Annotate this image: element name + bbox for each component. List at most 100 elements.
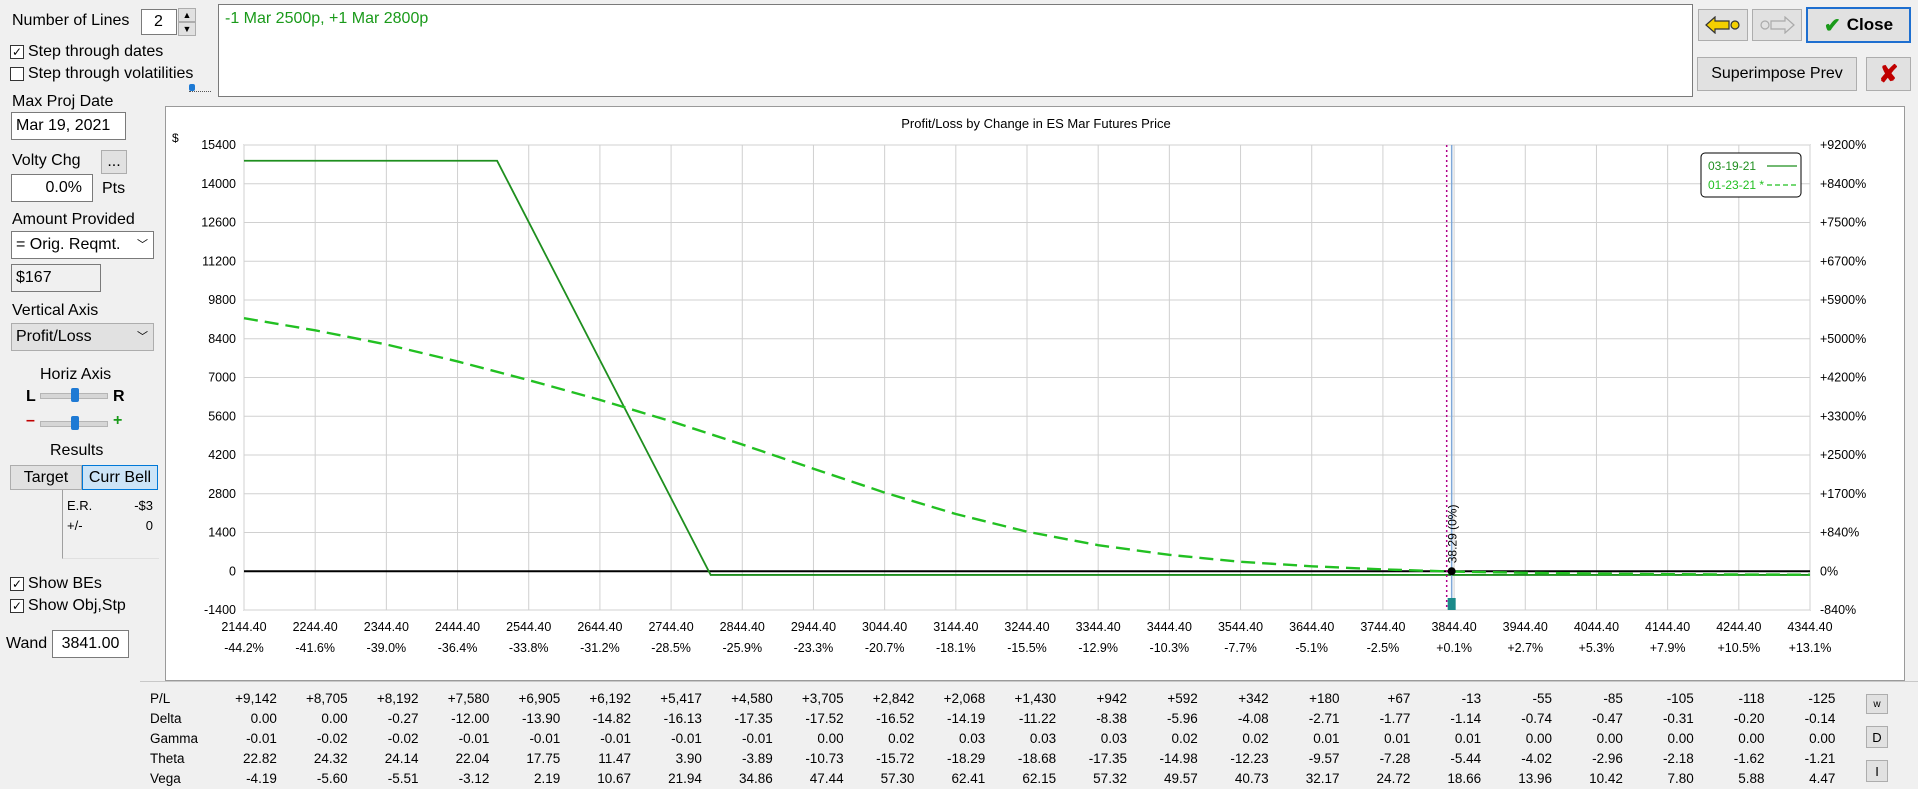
table-cell: 3.90 (631, 748, 702, 768)
wand-input[interactable]: 3841.00 (52, 630, 129, 658)
x-tick-label: 2544.40 (506, 620, 551, 634)
x-pct-label: +2.7% (1507, 641, 1543, 655)
table-cell: +6,905 (489, 688, 560, 708)
table-cell: 2.19 (489, 768, 560, 788)
max-proj-date-input[interactable]: Mar 19, 2021 (11, 112, 126, 140)
x-pct-label: -10.3% (1150, 641, 1190, 655)
row-label: Vega (150, 768, 206, 788)
y-tick-label: 4200 (208, 448, 236, 462)
table-cell: 0.03 (1056, 728, 1127, 748)
tab-curr-bell[interactable]: Curr Bell (82, 465, 158, 490)
right-tick-label: +5900% (1820, 293, 1866, 307)
table-cell: -14.98 (1127, 748, 1198, 768)
right-ticks: +9200%+8400%+7500%+6700%+5900%+5000%+420… (1820, 138, 1866, 617)
side-button-i[interactable]: I (1866, 760, 1888, 782)
zoom-slider-thumb[interactable] (71, 416, 79, 430)
table-cell: +942 (1056, 688, 1127, 708)
show-obj-checkbox[interactable]: ✓ (10, 599, 24, 613)
back-button[interactable] (1698, 9, 1748, 41)
table-cell: -125 (1765, 688, 1836, 708)
amount-value: $167 (11, 264, 101, 292)
right-tick-label: +1700% (1820, 487, 1866, 501)
forward-button[interactable] (1752, 9, 1802, 41)
table-cell: 0.01 (1410, 728, 1481, 748)
position-text-area[interactable]: -1 Mar 2500p, +1 Mar 2800p (218, 4, 1693, 97)
volty-chg-input[interactable]: 0.0% (11, 174, 93, 202)
table-cell: -17.35 (1056, 748, 1127, 768)
table-cell: 10.42 (1552, 768, 1623, 788)
table-cell: -12.00 (419, 708, 490, 728)
table-cell: -12.23 (1198, 748, 1269, 768)
table-cell: -5.44 (1410, 748, 1481, 768)
greeks-table: P/L+9,142+8,705+8,192+7,580+6,905+6,192+… (150, 688, 1835, 788)
table-cell: -5.51 (348, 768, 419, 788)
chevron-down-icon: ﹀ (137, 232, 148, 258)
y-tick-label: 11200 (202, 254, 236, 268)
x-pct-label: -33.8% (509, 641, 549, 655)
step-vols-row[interactable]: Step through volatilities (10, 65, 193, 83)
table-cell: +8,192 (348, 688, 419, 708)
back-arrow-icon (1705, 16, 1741, 34)
right-tick-label: +2500% (1820, 448, 1866, 462)
table-cell: 49.57 (1127, 768, 1198, 788)
pts-label: Pts (102, 180, 125, 198)
vol-step-slider[interactable] (189, 84, 211, 90)
table-cell: -16.13 (631, 708, 702, 728)
right-tick-label: +5000% (1820, 332, 1866, 346)
step-dates-label: Step through dates (28, 43, 163, 61)
table-cell: 34.86 (702, 768, 773, 788)
zoom-slider[interactable] (40, 421, 108, 427)
volty-more-button[interactable]: ... (101, 150, 127, 174)
tab-target[interactable]: Target (10, 465, 82, 490)
x-pct-label: +13.1% (1789, 641, 1832, 655)
plus-label: + (113, 412, 122, 430)
spin-up-button[interactable]: ▲ (178, 8, 196, 22)
show-bes-checkbox[interactable]: ✓ (10, 577, 24, 591)
forward-arrow-icon (1759, 16, 1795, 34)
row-label: Theta (150, 748, 206, 768)
delete-button[interactable]: ✘ (1866, 57, 1911, 91)
table-cell: -0.20 (1694, 708, 1765, 728)
table-cell: -18.68 (985, 748, 1056, 768)
step-dates-row[interactable]: ✓ Step through dates (10, 43, 163, 61)
x-tick-label: 2244.40 (293, 620, 338, 634)
lr-slider[interactable] (40, 393, 108, 399)
spin-down-button[interactable]: ▼ (178, 22, 196, 36)
x-pct-label: -20.7% (865, 641, 905, 655)
max-proj-date-label: Max Proj Date (12, 93, 113, 111)
lr-slider-thumb[interactable] (71, 388, 79, 402)
x-pct-label: -39.0% (367, 641, 407, 655)
x-tick-label: 2744.40 (648, 620, 693, 634)
side-button-w[interactable]: w (1866, 694, 1888, 714)
table-cell: -0.31 (1623, 708, 1694, 728)
close-button[interactable]: ✔ Close (1806, 7, 1911, 43)
vertical-axis-select[interactable]: Profit/Loss ﹀ (11, 323, 154, 351)
show-obj-row[interactable]: ✓ Show Obj,Stp (10, 597, 126, 615)
amount-select[interactable]: = Orig. Reqmt. ﹀ (11, 231, 154, 259)
table-cell: -15.72 (844, 748, 915, 768)
x-tick-label: 3244.40 (1004, 620, 1049, 634)
table-cell: -17.52 (773, 708, 844, 728)
table-cell: 0.00 (1623, 728, 1694, 748)
side-button-d[interactable]: D (1866, 726, 1888, 748)
x-tick-label: 2144.40 (221, 620, 266, 634)
table-cell: -4.02 (1481, 748, 1552, 768)
step-vols-checkbox[interactable] (10, 67, 24, 81)
vol-step-thumb[interactable] (189, 84, 195, 91)
table-cell: +67 (1340, 688, 1411, 708)
table-cell: 4.47 (1765, 768, 1836, 788)
table-row: P/L+9,142+8,705+8,192+7,580+6,905+6,192+… (150, 688, 1835, 708)
superimpose-prev-button[interactable]: Superimpose Prev (1697, 57, 1857, 91)
table-cell: -10.73 (773, 748, 844, 768)
right-tick-label: +840% (1820, 526, 1859, 540)
table-cell: -1.14 (1410, 708, 1481, 728)
show-bes-row[interactable]: ✓ Show BEs (10, 575, 102, 593)
table-cell: -0.01 (631, 728, 702, 748)
x-tick-label: 3344.40 (1076, 620, 1121, 634)
step-dates-checkbox[interactable]: ✓ (10, 45, 24, 59)
num-lines-input[interactable]: 2 (141, 9, 177, 35)
table-cell: -4.08 (1198, 708, 1269, 728)
table-cell: -0.02 (348, 728, 419, 748)
